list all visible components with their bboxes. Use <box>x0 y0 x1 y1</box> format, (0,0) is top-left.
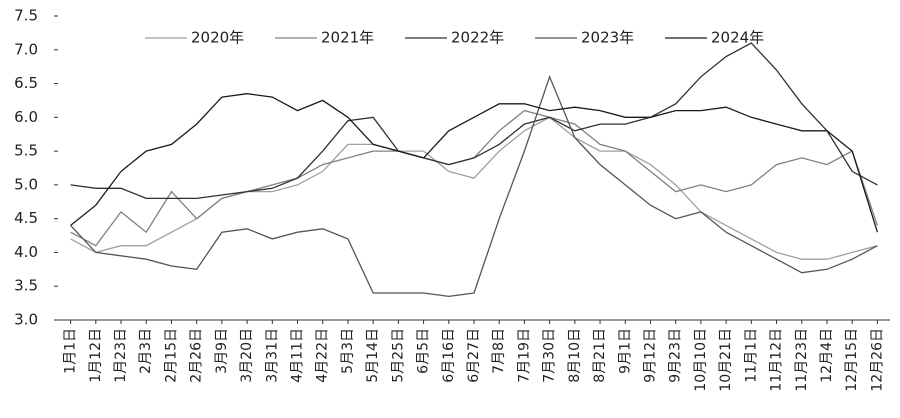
x-tick-label: 1月1日 <box>63 328 79 374</box>
x-tick-label: 11月12日 <box>769 328 785 392</box>
x-tick-label: 9月1日 <box>617 328 633 374</box>
y-tick-label: 4.5 <box>14 209 38 227</box>
y-tick-label: 5.0 <box>14 175 38 193</box>
series-line <box>70 93 879 233</box>
x-tick-label: 10月10日 <box>693 328 709 392</box>
x-tick-label: 2月26日 <box>189 328 205 383</box>
y-tick-label: 6.0 <box>14 108 38 126</box>
x-tick-label: 8月21日 <box>592 328 608 383</box>
x-tick-label: 11月1日 <box>743 328 759 383</box>
y-tick-label: 4.0 <box>14 243 38 261</box>
series-line <box>70 42 878 200</box>
x-tick-label: 5月14日 <box>365 328 381 383</box>
x-tick-label: 2月3日 <box>138 328 154 374</box>
x-tick-label: 6月27日 <box>466 328 482 383</box>
y-tick-label: 3.0 <box>14 311 38 329</box>
legend-label: 2024年 <box>711 29 764 47</box>
y-tick-label: 5.5 <box>14 142 38 160</box>
x-tick-label: 8月10日 <box>567 328 583 383</box>
x-tick-label: 6月5日 <box>416 328 432 374</box>
legend-label: 2023年 <box>581 29 634 47</box>
y-tick-label: 6.5 <box>14 74 38 92</box>
x-tick-label: 3月9日 <box>214 328 230 374</box>
x-tick-label: 3月31日 <box>264 328 280 383</box>
x-tick-label: 9月23日 <box>668 328 684 383</box>
x-tick-label: 4月22日 <box>315 328 331 383</box>
series-line <box>70 116 878 260</box>
y-tick-label: 7.0 <box>14 40 38 58</box>
x-tick-label: 12月4日 <box>819 328 835 383</box>
x-tick-label: 9月12日 <box>642 328 658 383</box>
x-tick-label: 4月11日 <box>290 328 306 383</box>
legend-label: 2020年 <box>191 29 244 47</box>
x-tick-label: 1月12日 <box>88 328 104 383</box>
x-tick-label: 2月15日 <box>163 328 179 383</box>
x-tick-label: 12月15日 <box>844 328 860 392</box>
x-tick-label: 5月25日 <box>390 328 406 383</box>
y-tick-label: 7.5 <box>14 7 38 25</box>
x-tick-label: 7月30日 <box>542 328 558 383</box>
x-tick-label: 12月26日 <box>869 328 885 392</box>
x-tick-label: 3月20日 <box>239 328 255 383</box>
x-tick-label: 11月23日 <box>794 328 810 392</box>
legend-label: 2022年 <box>451 29 504 47</box>
series-line <box>70 74 878 298</box>
x-tick-label: 6月16日 <box>441 328 457 383</box>
y-tick-label: 3.5 <box>14 277 38 295</box>
legend-label: 2021年 <box>321 29 374 47</box>
x-tick-label: 7月19日 <box>516 328 532 383</box>
x-tick-label: 1月23日 <box>113 328 129 383</box>
x-tick-label: 7月8日 <box>491 328 507 374</box>
x-tick-label: 10月21日 <box>718 328 734 392</box>
x-tick-label: 5月3日 <box>340 328 356 374</box>
